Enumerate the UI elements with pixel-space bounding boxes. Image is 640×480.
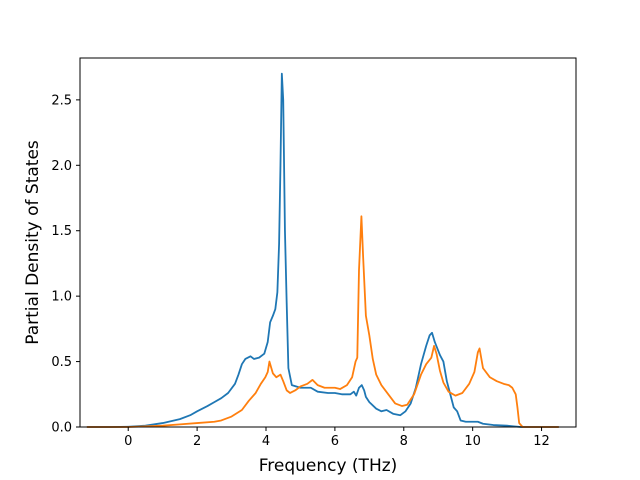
y-tick-label: 0.5 (51, 355, 72, 370)
y-tick-label: 2.5 (51, 93, 72, 108)
x-axis-label: Frequency (THz) (259, 456, 398, 476)
x-tick-label: 8 (400, 434, 408, 449)
y-axis-ticks: 0.0 0.5 1.0 1.5 2.0 2.5 (51, 93, 80, 436)
series-line-1 (86, 72, 559, 428)
series-line-2 (86, 215, 559, 428)
y-tick-label: 1.0 (51, 290, 72, 305)
plot-border (79, 57, 577, 428)
y-tick-label: 2.0 (51, 159, 72, 174)
x-tick-label: 12 (533, 434, 550, 449)
y-tick-label: 1.5 (51, 224, 72, 239)
plot-area (80, 58, 576, 427)
x-axis-ticks: 0 2 4 6 8 10 12 (124, 427, 550, 449)
x-tick-label: 4 (262, 434, 270, 449)
x-tick-label: 2 (193, 434, 201, 449)
y-tick-label: 0.0 (51, 421, 72, 436)
series-layer (86, 72, 559, 428)
y-axis-label: Partial Density of States (23, 140, 43, 345)
x-tick-label: 10 (464, 434, 481, 449)
x-tick-label: 0 (124, 434, 132, 449)
x-tick-label: 6 (331, 434, 339, 449)
